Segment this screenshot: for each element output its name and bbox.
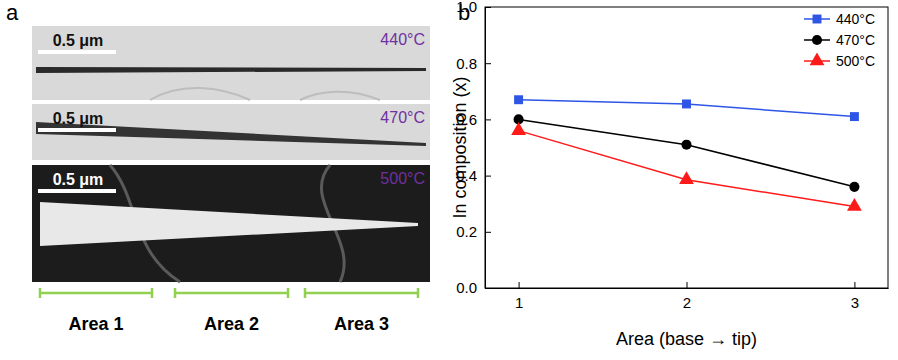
- legend-marker: [812, 35, 822, 45]
- x-tick-label: 2: [683, 294, 691, 311]
- x-axis-line: [486, 288, 889, 289]
- series-line: [519, 119, 855, 186]
- area-bracket: Area 3: [305, 288, 418, 334]
- bracket-line: [305, 288, 418, 298]
- scale-bar-label: 0.5 μm: [53, 171, 104, 188]
- series: [514, 114, 860, 192]
- y-tick-mark: [485, 7, 491, 8]
- micrograph-background: [32, 165, 430, 282]
- legend-marker: [810, 52, 825, 65]
- x-axis: 1 2 3: [486, 282, 889, 311]
- area-label: Area 3: [334, 314, 389, 334]
- data-point: [849, 182, 859, 192]
- nanowire: [36, 67, 426, 73]
- data-point: [514, 95, 523, 104]
- micrograph: 0.5 μm 500°C: [32, 165, 430, 282]
- y-axis-line: [485, 8, 486, 289]
- data-point: [511, 122, 526, 135]
- nanowire: [40, 202, 418, 246]
- y-tick-mark: [485, 232, 491, 233]
- temperature-label: 440°C: [380, 31, 425, 48]
- support-film: [150, 88, 380, 100]
- x-tick: 1: [515, 282, 523, 311]
- scale-bar: [38, 189, 116, 193]
- legend-marker: [813, 15, 822, 24]
- y-tick: 1.0: [456, 0, 491, 15]
- x-tick-label: 1: [515, 294, 523, 311]
- area-bracket: Area 1: [40, 288, 152, 334]
- series-line: [519, 100, 855, 117]
- series: [514, 95, 859, 121]
- plot-frame: [485, 7, 888, 288]
- x-tick: 3: [851, 282, 859, 311]
- scale-bar-label: 0.5 μm: [53, 110, 104, 127]
- y-tick-label: 0.0: [456, 279, 477, 296]
- scale-bar-label: 0.5 μm: [53, 32, 104, 49]
- series: [511, 122, 862, 211]
- y-axis-title: In composition (x): [450, 76, 470, 218]
- y-tick-label: 0.8: [456, 55, 477, 72]
- area-label: Area 2: [204, 314, 259, 334]
- x-tick: 2: [683, 282, 691, 311]
- y-tick: 0.8: [456, 55, 491, 72]
- data-point: [682, 99, 691, 108]
- x-tick-mark: [519, 282, 520, 288]
- scale-bar: [38, 50, 116, 54]
- figure: ab0.5 μm440°C0.5 μm470°C0.5 μm500°CArea …: [0, 0, 898, 360]
- y-tick-mark: [485, 63, 491, 64]
- micrograph: 0.5 μm 470°C: [32, 104, 430, 160]
- micrograph-background: [32, 26, 430, 100]
- scale-bar: [38, 128, 116, 132]
- temperature-label: 500°C: [380, 170, 425, 187]
- x-axis-title: Area (base → tip): [616, 329, 757, 349]
- image-panel: 0.5 μm 440°C 0.5 μm 470°C 0.5 μm 500°C Area 1 A…: [32, 26, 430, 334]
- legend-label: 440°C: [836, 11, 875, 27]
- y-tick-label: 0.2: [456, 223, 477, 240]
- y-tick-mark: [485, 119, 491, 120]
- data-point: [850, 112, 859, 121]
- data-point: [679, 171, 694, 184]
- chart: 0.00.20.40.60.81.0123In composition (x)A…: [450, 0, 889, 349]
- y-tick: 0.2: [456, 223, 491, 240]
- legend: 440°C 470°C 500°C: [804, 11, 875, 69]
- x-tick-mark: [854, 282, 855, 288]
- series-line: [519, 131, 855, 207]
- area-bracket: Area 2: [175, 288, 288, 334]
- x-tick-label: 3: [851, 294, 859, 311]
- bracket-line: [175, 288, 288, 298]
- y-tick-label: 1.0: [456, 0, 477, 15]
- micrograph: 0.5 μm 440°C: [32, 26, 430, 100]
- y-tick-mark: [485, 176, 491, 177]
- y-tick: 0.0: [456, 279, 491, 296]
- legend-entry: 440°C: [804, 11, 875, 27]
- data-point: [681, 140, 691, 150]
- plot-area: [511, 95, 862, 211]
- legend-entry: 500°C: [804, 52, 875, 69]
- x-tick-mark: [687, 282, 688, 288]
- legend-label: 470°C: [836, 32, 875, 48]
- legend-entry: 470°C: [804, 32, 875, 48]
- bracket-line: [40, 288, 152, 298]
- temperature-label: 470°C: [380, 109, 425, 126]
- micrograph-background: [32, 104, 430, 160]
- data-point: [847, 198, 862, 211]
- panel-label: a: [6, 0, 19, 25]
- legend-label: 500°C: [836, 53, 875, 69]
- area-label: Area 1: [68, 314, 123, 334]
